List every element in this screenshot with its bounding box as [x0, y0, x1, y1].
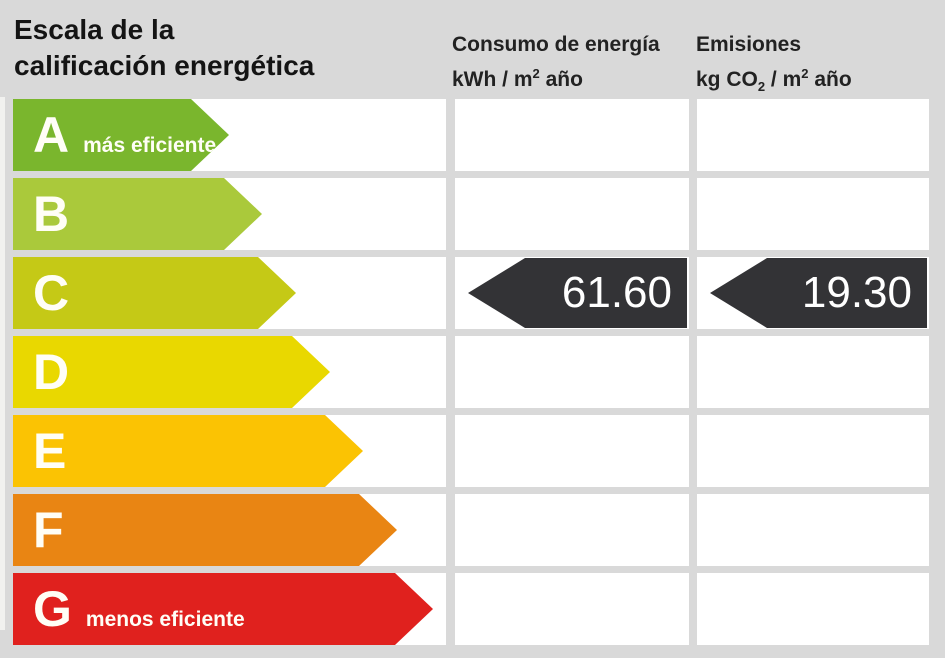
rating-bar-cell: C: [13, 257, 446, 329]
rating-letter: E: [33, 423, 67, 479]
rating-bar-arrow: B: [13, 178, 262, 250]
consumo-value-cell: [455, 494, 689, 566]
subscript-2: 2: [757, 79, 766, 95]
emisiones-value-cell: [697, 415, 929, 487]
superscript-2: 2: [801, 66, 809, 81]
emisiones-value-cell: [697, 573, 929, 645]
emisiones-value-marker: 19.30: [710, 258, 927, 328]
emisiones-value-cell: [697, 336, 929, 408]
emisiones-column-header: Emisiones kg CO2 / m2 año: [696, 30, 852, 101]
rating-row: F: [0, 494, 945, 566]
rating-row: C 61.60 19.30: [0, 257, 945, 329]
emisiones-value-cell: 19.30: [697, 257, 929, 329]
page-title: Escala de la calificación energética: [14, 12, 314, 84]
rating-bar-arrow: D: [13, 336, 330, 408]
consumo-header-title: Consumo de energía: [452, 33, 660, 56]
rating-letter: D: [33, 344, 70, 400]
superscript-2: 2: [532, 66, 540, 81]
rating-bar-cell: B: [13, 178, 446, 250]
consumo-value-cell: [455, 573, 689, 645]
rating-bar-cell: F: [13, 494, 446, 566]
emisiones-header-units: kg CO2 / m2 año: [696, 66, 852, 95]
rating-letter: F: [33, 502, 64, 558]
rating-bar-arrow: E: [13, 415, 363, 487]
rating-row: B: [0, 178, 945, 250]
rating-note: más eficiente: [83, 134, 217, 157]
consumo-value-cell: 61.60: [455, 257, 689, 329]
rating-letter: C: [33, 265, 70, 321]
rating-bar-cell: D: [13, 336, 446, 408]
consumo-value-cell: [455, 415, 689, 487]
emisiones-value-cell: [697, 178, 929, 250]
page-title-line2: calificación energética: [14, 50, 315, 81]
consumo-value-cell: [455, 178, 689, 250]
rating-note: menos eficiente: [85, 608, 245, 631]
rating-letter: A: [33, 107, 70, 163]
consumo-header-units: kWh / m2 año: [452, 66, 583, 91]
rating-letter: G: [33, 581, 72, 637]
rating-letter: B: [33, 186, 70, 242]
consumo-value-cell: [455, 99, 689, 171]
consumo-column-header: Consumo de energía kWh / m2 año: [452, 30, 660, 94]
rating-row: D: [0, 336, 945, 408]
consumo-value-cell: [455, 336, 689, 408]
consumo-value-marker: 61.60: [468, 258, 687, 328]
emisiones-header-title: Emisiones: [696, 33, 802, 56]
rating-row: E: [0, 415, 945, 487]
emisiones-value-cell: [697, 99, 929, 171]
emisiones-value-cell: [697, 494, 929, 566]
rating-bar-arrow: F: [13, 494, 397, 566]
rating-bar-cell: E: [13, 415, 446, 487]
rating-bar-arrow: C: [13, 257, 296, 329]
page-title-line1: Escala de la: [14, 14, 175, 45]
page-left-edge: [0, 97, 5, 630]
